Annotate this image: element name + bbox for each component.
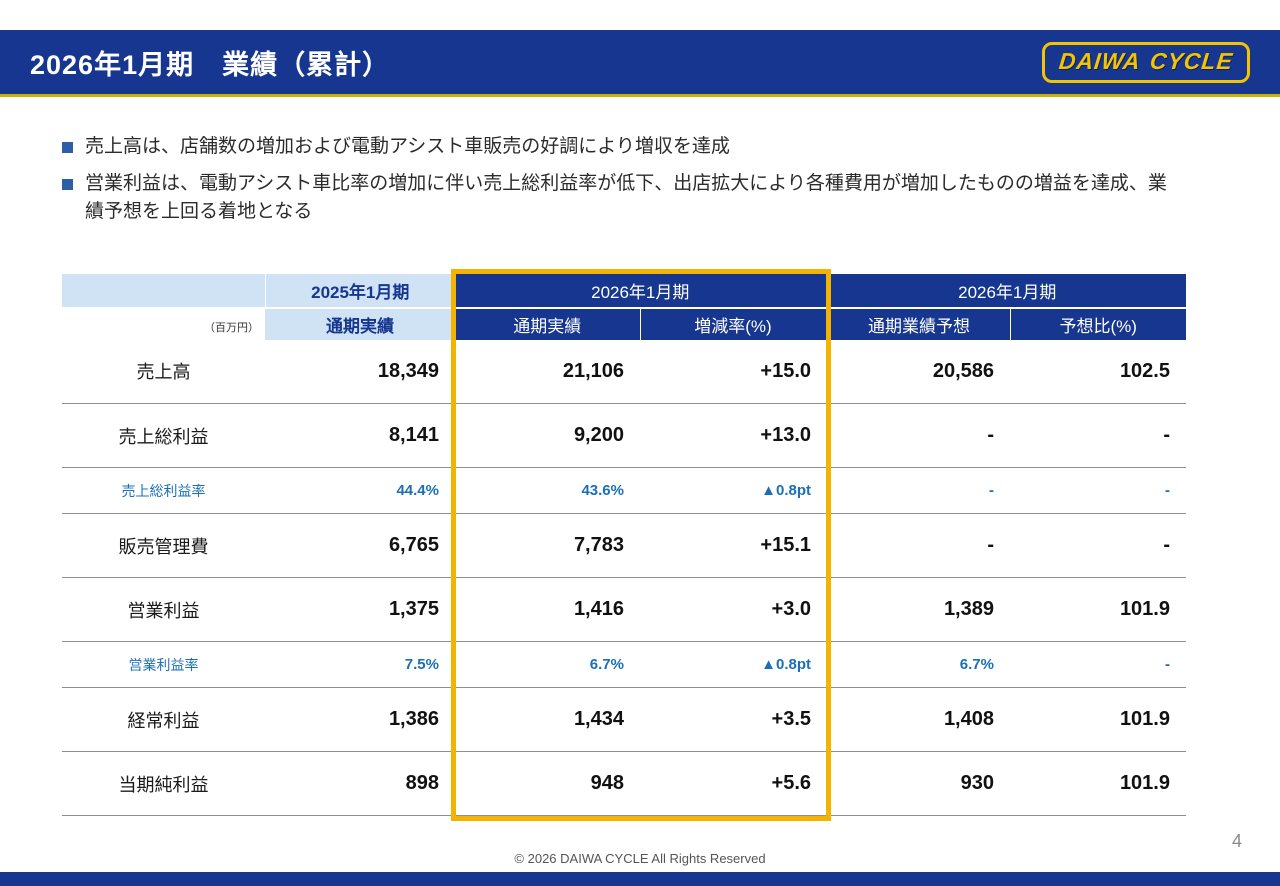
corner-cell — [62, 273, 266, 309]
cell-value: 20,586 — [827, 339, 1010, 404]
table-row: 売上総利益 8,141 9,200 +13.0- - — [62, 403, 1186, 468]
cell-value: +3.0 — [640, 577, 827, 642]
cell-value: - — [1010, 513, 1186, 578]
cell-value: 1,375 — [265, 577, 455, 642]
title-underline — [0, 94, 1280, 97]
cell-value: - — [827, 467, 1010, 514]
cell-value: ▲0.8pt — [640, 641, 827, 688]
row-label: 経常利益 — [62, 687, 265, 752]
cell-value: +13.0 — [640, 403, 827, 468]
table-sub-header-row: （百万円） 通期実績 通期実績 増減率(%) 通期業績予想 予想比(%) — [62, 307, 1186, 340]
cell-value: 102.5 — [1010, 339, 1186, 404]
col-header-2026-actual: 通期実績 — [455, 307, 640, 340]
row-label: 販売管理費 — [62, 513, 265, 578]
cell-value: 101.9 — [1010, 577, 1186, 642]
table-row: 経常利益 1,386 1,434 +3.5 1,408 101.9 — [62, 687, 1186, 752]
row-label: 売上総利益 — [62, 403, 265, 468]
cell-value: 8,141 — [265, 403, 455, 468]
cell-value: ▲0.8pt — [640, 467, 827, 514]
results-table: 2025年1月期 2026年1月期 2026年1月期 （百万円） 通期実績 通期… — [62, 273, 1186, 816]
cell-value: - — [1010, 467, 1186, 514]
logo-text-daiwa: DAIWA — [1058, 47, 1143, 74]
table-row: 営業利益 1,375 1,416 +3.0 1,389 101.9 — [62, 577, 1186, 642]
col-header-vs-forecast: 予想比(%) — [1009, 307, 1186, 340]
cell-value: 6.7% — [827, 641, 1010, 688]
cell-value: 44.4% — [265, 467, 455, 514]
page-title: 2026年1月期 業績（累計） — [30, 49, 391, 80]
table-row: 売上高 18,349 21,106 +15.0 20,586 102.5 — [62, 339, 1186, 404]
bullet-item: 営業利益は、電動アシスト車比率の増加に伴い売上総利益率が低下、出店拡大により各種… — [62, 170, 1182, 227]
col-group-2025: 2025年1月期 — [265, 273, 455, 309]
cell-value: 898 — [265, 751, 455, 816]
cell-value: 1,408 — [827, 687, 1010, 752]
daiwa-cycle-logo: DAIWA CYCLE — [1042, 41, 1250, 83]
row-label: 当期純利益 — [62, 751, 265, 816]
cell-value: - — [1010, 641, 1186, 688]
summary-bullets: 売上高は、店舗数の増加および電動アシスト車販売の好調により増収を達成 営業利益は… — [62, 133, 1182, 227]
cell-value: +5.6 — [640, 751, 827, 816]
cell-value: +3.5 — [640, 687, 827, 752]
col-group-2026-forecast: 2026年1月期 — [825, 273, 1186, 309]
bullet-square-icon — [62, 178, 73, 190]
cell-value: 948 — [455, 751, 640, 816]
col-group-2026-actual: 2026年1月期 — [455, 273, 827, 309]
row-label: 営業利益率 — [62, 641, 265, 688]
cell-value: 1,416 — [455, 577, 640, 642]
cell-value: 7,783 — [455, 513, 640, 578]
bullet-text: 売上高は、店舗数の増加および電動アシスト車販売の好調により増収を達成 — [85, 136, 730, 157]
row-label: 売上総利益率 — [62, 467, 265, 514]
logo-text-cycle: CYCLE — [1148, 47, 1235, 74]
col-header-2025-actual: 通期実績 — [265, 307, 455, 340]
table-row: 営業利益率 7.5% 6.7% ▲0.8pt 6.7% - — [62, 641, 1186, 688]
bullet-square-icon — [62, 142, 73, 153]
cell-value: 21,106 — [455, 339, 640, 404]
cell-value: 7.5% — [265, 641, 455, 688]
cell-value: +15.0 — [640, 339, 827, 404]
unit-label: （百万円） — [62, 307, 265, 340]
bullet-item: 売上高は、店舗数の増加および電動アシスト車販売の好調により増収を達成 — [62, 133, 1182, 162]
copyright-text: © 2026 DAIWA CYCLE All Rights Reserved — [514, 851, 766, 866]
results-table-wrap: 2025年1月期 2026年1月期 2026年1月期 （百万円） 通期実績 通期… — [62, 268, 1186, 821]
cell-value: 6.7% — [455, 641, 640, 688]
cell-value: 1,389 — [827, 577, 1010, 642]
cell-value: 6,765 — [265, 513, 455, 578]
col-header-change-rate: 増減率(%) — [639, 307, 827, 340]
title-bar: 2026年1月期 業績（累計） DAIWA CYCLE — [0, 30, 1280, 94]
cell-value: - — [1010, 403, 1186, 468]
table-row: 当期純利益 898 948 +5.6 930 101.9 — [62, 751, 1186, 816]
table-row: 売上総利益率 44.4% 43.6% ▲0.8pt - - — [62, 467, 1186, 514]
table-row: 販売管理費 6,765 7,783 +15.1- - — [62, 513, 1186, 578]
cell-value: 1,434 — [455, 687, 640, 752]
bottom-bar — [0, 872, 1280, 886]
col-header-forecast: 通期業績予想 — [825, 307, 1010, 340]
page-number: 4 — [1231, 831, 1242, 851]
cell-value: 18,349 — [265, 339, 455, 404]
cell-value: 101.9 — [1010, 687, 1186, 752]
cell-value: 9,200 — [455, 403, 640, 468]
cell-value: 930 — [827, 751, 1010, 816]
row-label: 営業利益 — [62, 577, 265, 642]
cell-value: - — [827, 513, 1010, 578]
cell-value: 1,386 — [265, 687, 455, 752]
cell-value: - — [827, 403, 1010, 468]
table-body: 売上高 18,349 21,106 +15.0 20,586 102.5 売上総利益 8,14… — [62, 339, 1186, 816]
row-label: 売上高 — [62, 339, 265, 404]
cell-value: 101.9 — [1010, 751, 1186, 816]
cell-value: 43.6% — [455, 467, 640, 514]
cell-value: +15.1 — [640, 513, 827, 578]
table-group-header-row: 2025年1月期 2026年1月期 2026年1月期 — [62, 273, 1186, 309]
bullet-text: 営業利益は、電動アシスト車比率の増加に伴い売上総利益率が低下、出店拡大により各種… — [85, 172, 1167, 223]
